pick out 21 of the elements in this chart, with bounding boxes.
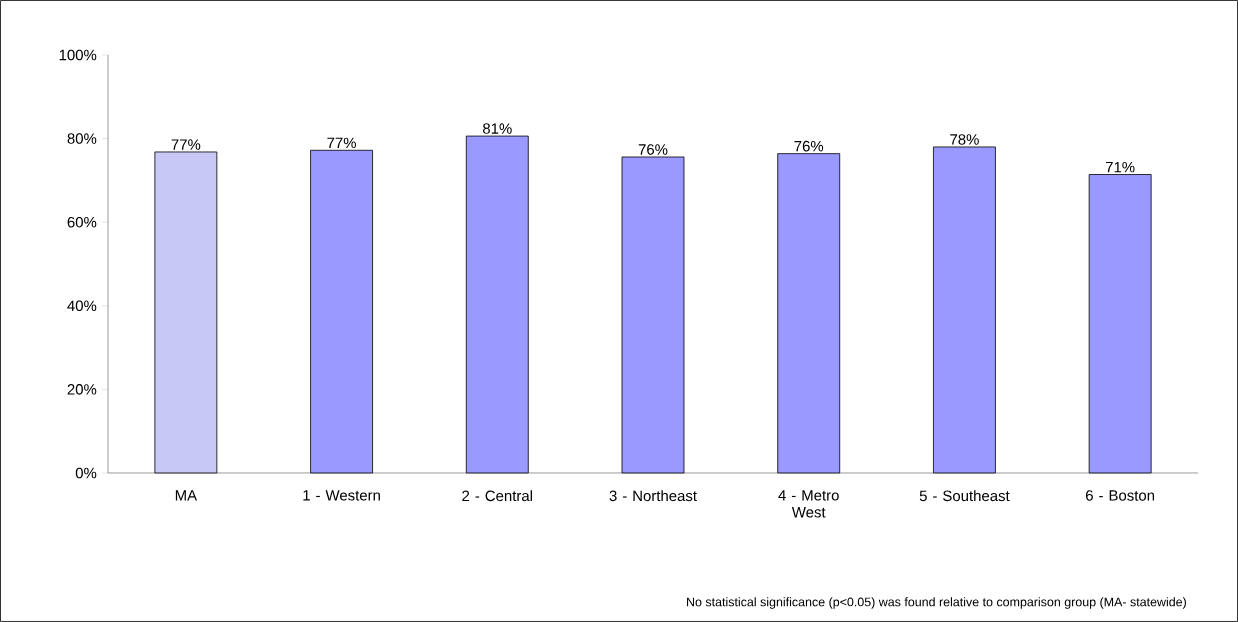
y-tick-label: 20% xyxy=(67,384,97,395)
y-tick-label: 60% xyxy=(67,216,97,228)
x-tick-label: 4 - Metro West xyxy=(778,490,839,518)
x-tick-label: 5 - Southeast xyxy=(919,490,1010,502)
text: No statistical significance (p<0.05) was found relative to comparison group (MA- statewide) xyxy=(687,597,1186,609)
data-label: 77% xyxy=(171,139,201,150)
data-label: 81% xyxy=(482,123,512,134)
data-label: 71% xyxy=(1105,161,1135,173)
y-tick-label: 40% xyxy=(67,300,97,312)
y-tick-label: 100% xyxy=(59,49,97,61)
x-tick-label: 1 - Western xyxy=(303,490,380,501)
y-tick-label: 0% xyxy=(75,467,97,479)
x-tick-label: MA xyxy=(175,490,198,501)
x-tick-label: 6 - Boston xyxy=(1086,490,1155,501)
data-label: 78% xyxy=(950,134,979,145)
data-label: 76% xyxy=(794,140,824,152)
x-tick-label: 3 - Northeast xyxy=(609,490,697,502)
y-tick-label: 80% xyxy=(67,133,97,144)
x-tick-label: 2 - Central xyxy=(462,490,532,502)
data-label: 77% xyxy=(327,137,356,149)
data-label: 76% xyxy=(638,144,668,155)
